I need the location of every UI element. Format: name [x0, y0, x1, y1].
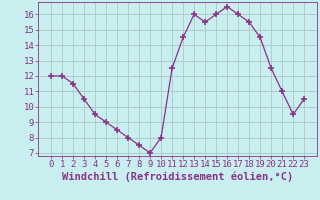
X-axis label: Windchill (Refroidissement éolien,°C): Windchill (Refroidissement éolien,°C) — [62, 172, 293, 182]
